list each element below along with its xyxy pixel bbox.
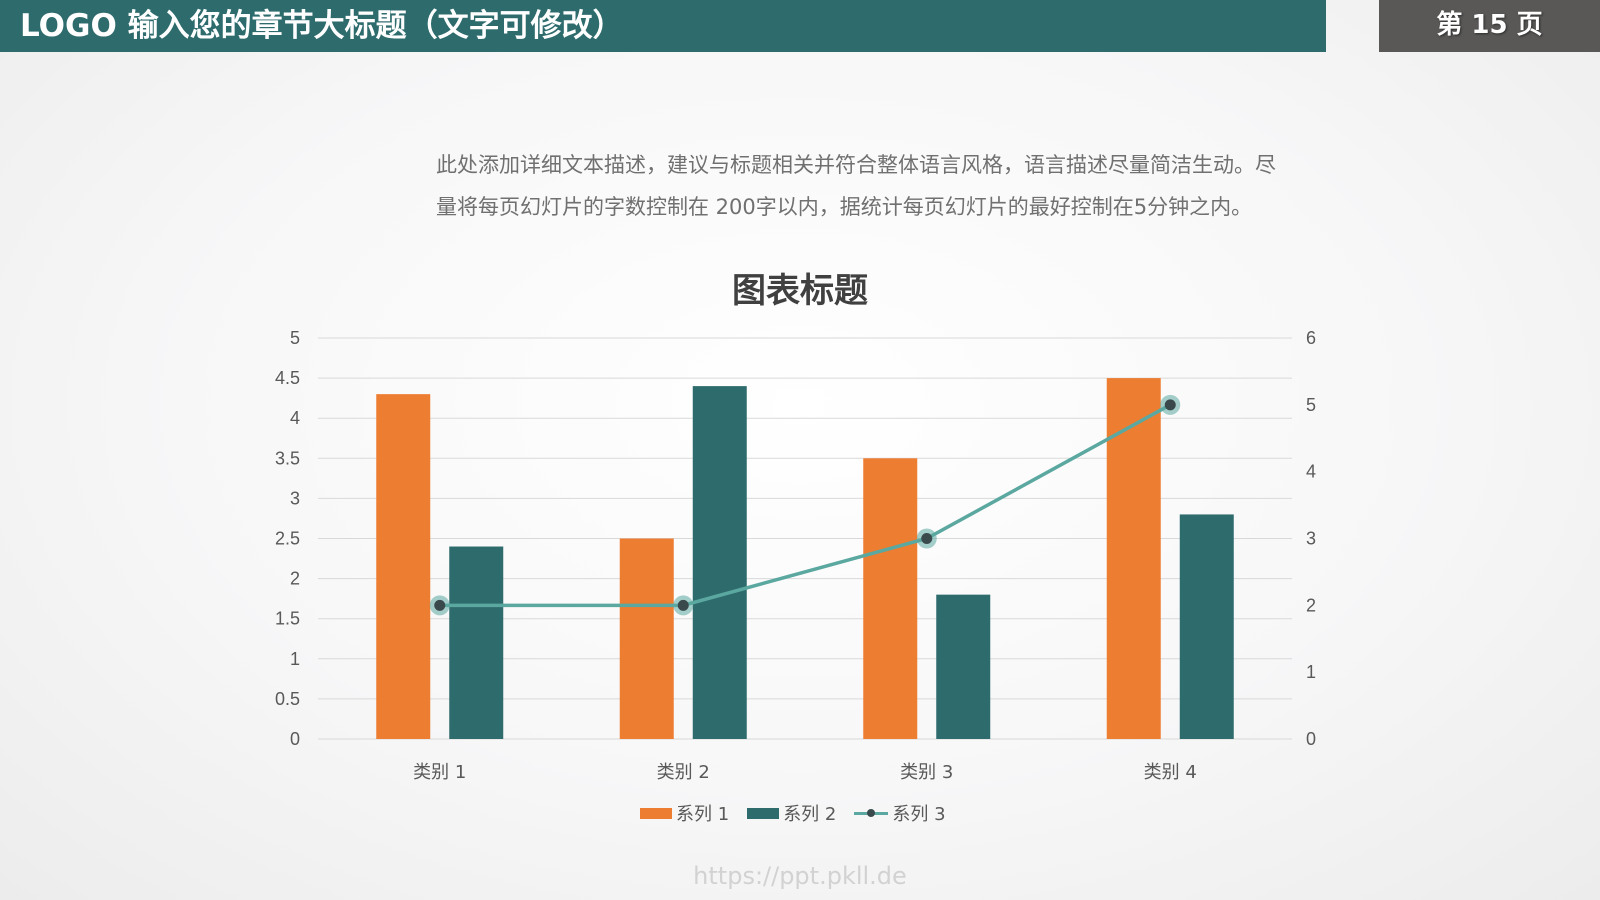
line-marker xyxy=(434,599,446,611)
left-axis-tick: 2 xyxy=(290,569,300,589)
bar-系列-2 xyxy=(449,546,504,739)
legend-item-series-2: 系列 2 xyxy=(747,800,836,826)
legend-label: 系列 2 xyxy=(783,804,837,825)
category-label: 类别 2 xyxy=(657,762,710,783)
line-marker xyxy=(1164,399,1176,411)
watermark: https://ppt.pkll.de xyxy=(693,862,907,890)
right-axis-tick: 1 xyxy=(1306,662,1316,682)
bar-系列-2 xyxy=(1179,514,1234,739)
right-axis-tick: 6 xyxy=(1306,328,1316,348)
bar-系列-1 xyxy=(376,394,431,739)
legend-swatch-series-2 xyxy=(747,807,780,819)
page-number-box: 第 15 页 xyxy=(1379,0,1600,52)
bar-系列-2 xyxy=(936,594,991,739)
left-axis-tick: 2.5 xyxy=(275,529,300,549)
category-label: 类别 3 xyxy=(900,762,953,783)
left-axis-tick: 3.5 xyxy=(275,448,300,468)
legend-item-series-1: 系列 1 xyxy=(640,800,729,826)
chart-legend: 系列 1 系列 2 系列 3 xyxy=(640,800,964,826)
bar-系列-1 xyxy=(619,538,674,739)
right-axis-tick: 4 xyxy=(1306,462,1316,482)
left-axis-tick: 4.5 xyxy=(275,368,300,388)
line-marker xyxy=(921,533,933,544)
bar-系列-2 xyxy=(692,386,747,739)
page-number: 第 15 页 xyxy=(1436,10,1543,40)
left-axis-tick: 5 xyxy=(290,328,300,348)
description-line-1: 此处添加详细文本描述，建议与标题相关并符合整体语言风格，语言描述尽量简洁生动。尽 xyxy=(436,153,1276,177)
chart-title: 图表标题 xyxy=(732,271,868,311)
legend-swatch-series-1 xyxy=(640,807,672,819)
line-series-3 xyxy=(439,403,1172,608)
right-axis-tick: 0 xyxy=(1306,729,1316,749)
right-axis-tick: 2 xyxy=(1306,595,1316,615)
left-axis-tick: 1 xyxy=(290,649,300,669)
section-title: LOGO 输入您的章节大标题（文字可修改） xyxy=(20,8,624,44)
legend-item-series-3: 系列 3 xyxy=(854,800,946,826)
left-axis-tick: 0 xyxy=(290,729,300,749)
description-line-2: 量将每页幻灯片的字数控制在 200字以内，据统计每页幻灯片的最好控制在5分钟之内… xyxy=(436,195,1253,219)
left-axis-tick: 1.5 xyxy=(275,609,300,629)
legend-line-marker-icon xyxy=(854,807,889,819)
bar-系列-1 xyxy=(1106,378,1161,739)
line-marker xyxy=(677,599,689,611)
description-text: 此处添加详细文本描述，建议与标题相关并符合整体语言风格，语言描述尽量简洁生动。尽… xyxy=(436,144,1376,228)
left-axis-tick: 0.5 xyxy=(275,689,300,709)
left-axis-tick: 3 xyxy=(290,488,300,508)
legend-label: 系列 1 xyxy=(676,804,730,825)
right-axis-tick: 3 xyxy=(1306,529,1316,549)
category-label: 类别 1 xyxy=(413,762,466,783)
left-axis-tick: 4 xyxy=(290,408,300,428)
legend-label: 系列 3 xyxy=(892,804,946,825)
category-label: 类别 4 xyxy=(1144,762,1197,783)
header-bar: LOGO 输入您的章节大标题（文字可修改） xyxy=(0,0,1326,52)
bar-系列-1 xyxy=(863,458,918,739)
right-axis-tick: 5 xyxy=(1306,395,1316,415)
